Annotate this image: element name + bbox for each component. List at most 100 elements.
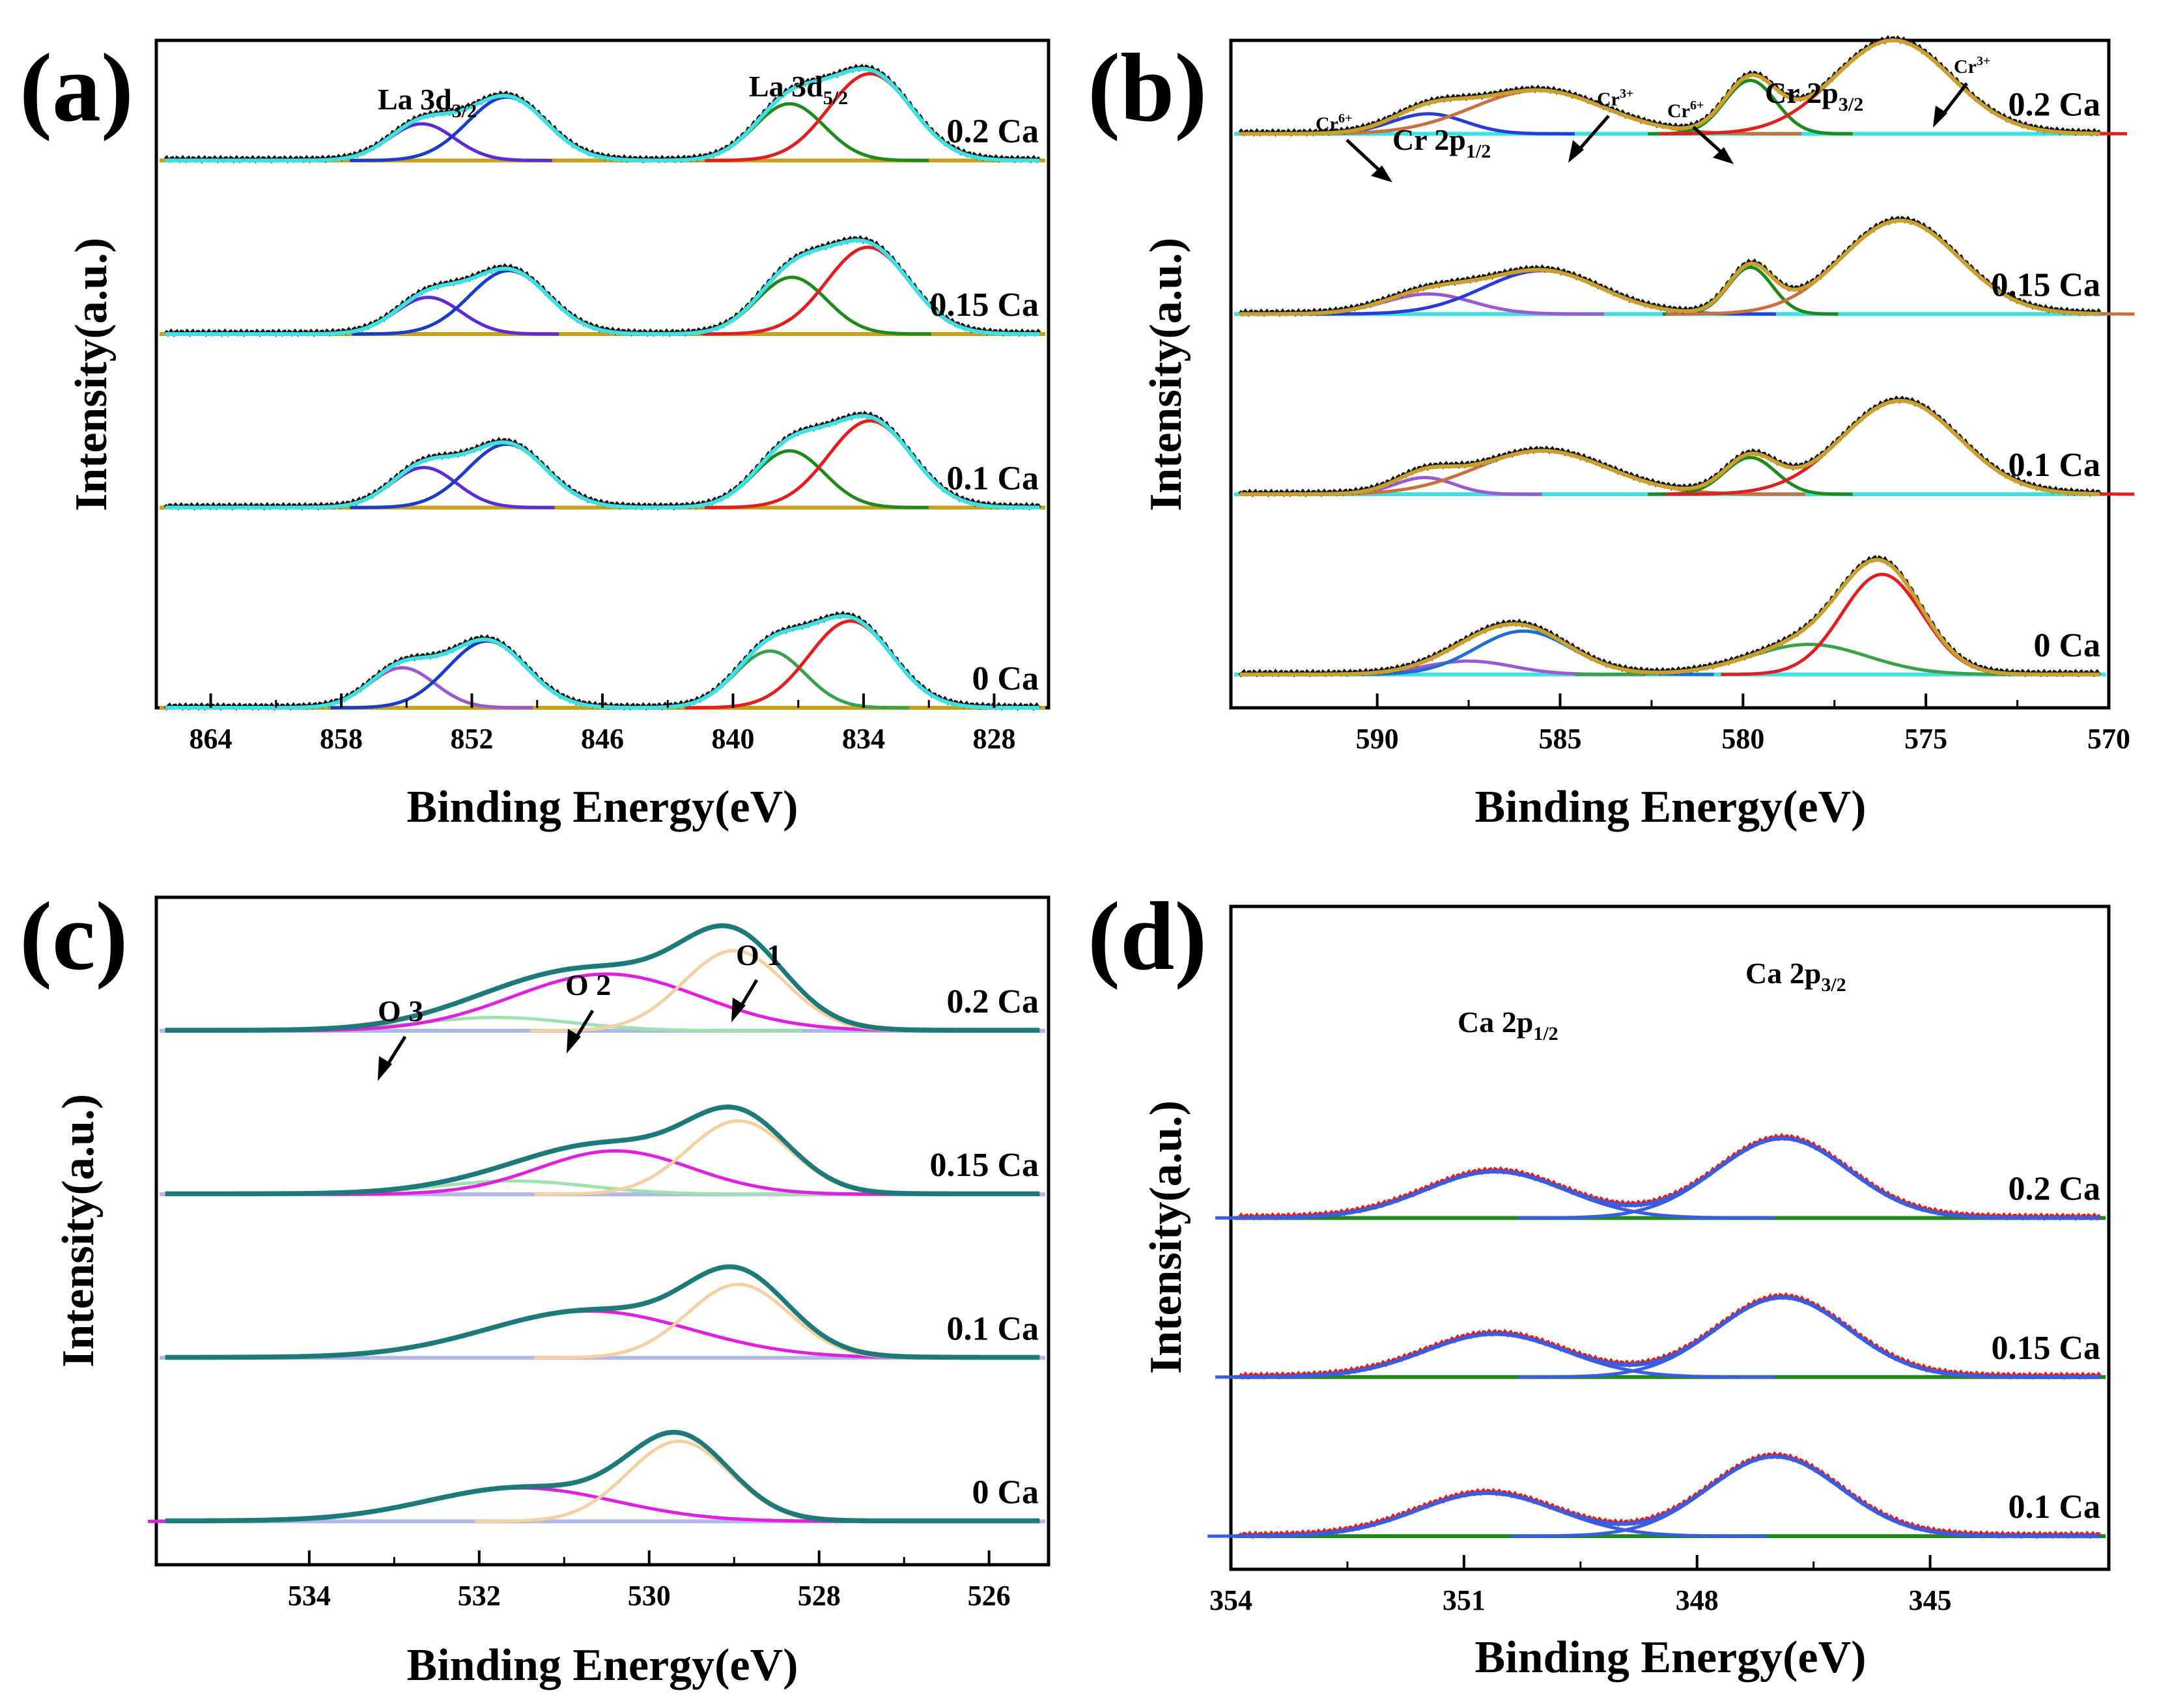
- annotation-la3d32: La 3d3/2: [378, 83, 477, 122]
- x-tick-label: 528: [798, 1580, 841, 1612]
- fit-envelope-line: [165, 66, 1040, 163]
- fit-envelope-line: [165, 238, 1040, 336]
- panel-label-a: (a): [20, 34, 134, 142]
- arrowhead-cr3plus-2: [1933, 105, 1947, 128]
- component-peak: [233, 972, 981, 1033]
- annotation-o1: O 1: [736, 938, 782, 972]
- x-ticks-b: 590 585 580 575 570: [1356, 693, 2130, 755]
- raw-spectrum-line: [1238, 555, 2101, 678]
- x-tick-label: 590: [1356, 723, 1399, 755]
- panel-b: (b) 590 585 580 575 570 0.2 Ca0.15 Ca0.1 Ca0…: [1088, 34, 2135, 832]
- fit-envelope-line: [1239, 1295, 2100, 1379]
- component-peak: [630, 649, 910, 710]
- annotation-cr6plus-1: Cr6+: [1316, 111, 1352, 135]
- annotation-la3d52: La 3d5/2: [749, 70, 848, 109]
- fit-envelope-line: [1239, 1454, 2100, 1539]
- fit-envelope-line: [1239, 399, 2100, 496]
- x-ticks-a: 864 858 852 846 840 834 828: [190, 693, 1015, 755]
- x-tick-label: 354: [1209, 1584, 1252, 1616]
- fit-envelope-line: [165, 413, 1040, 510]
- component-peak: [1518, 1136, 2047, 1220]
- arrowhead-o1: [731, 998, 746, 1022]
- fit-envelope-line: [165, 924, 1040, 1033]
- y-axis-label-d: Intensity(a.u.): [1141, 1100, 1191, 1374]
- x-tick-label: 846: [581, 723, 624, 755]
- annotation-cr6plus-2: Cr6+: [1667, 98, 1704, 122]
- x-axis-label-c: Binding Energy(eV): [407, 1640, 798, 1690]
- component-peak: [298, 296, 559, 336]
- panel-label-d: (d): [1088, 882, 1207, 990]
- arrowhead-o3: [378, 1056, 392, 1081]
- x-tick-label: 858: [320, 723, 363, 755]
- series-labels-b: 0.2 Ca 0.15 Ca 0.1 Ca 0 Ca: [1991, 87, 2100, 664]
- raw-spectrum-line: [1239, 1292, 2102, 1380]
- component-peak: [650, 449, 929, 509]
- fit-envelope-line: [1239, 218, 2100, 316]
- fit-envelope-line: [1239, 1136, 2100, 1220]
- x-tick-label: 526: [968, 1580, 1011, 1612]
- y-axis-label-b: Intensity(a.u.): [1141, 238, 1191, 511]
- arrow-cr3plus-2: [1939, 82, 1968, 119]
- component-peak: [534, 1282, 942, 1360]
- component-peak: [182, 1309, 998, 1360]
- series-labels-d: 0.2 Ca 0.15 Ca 0.1 Ca: [1991, 1170, 2100, 1526]
- x-ticks-d: 354 351 348 345: [1209, 1555, 1952, 1616]
- series-label: 0.2 Ca: [946, 983, 1039, 1020]
- x-tick-label: 834: [842, 723, 885, 755]
- raw-spectrum-line: [1238, 1132, 2101, 1222]
- panel-label-b: (b): [1088, 34, 1207, 142]
- y-axis-label-c: Intensity(a.u.): [53, 1094, 104, 1367]
- series-label: 0.2 Ca: [946, 113, 1039, 150]
- series-label: 0 Ca: [972, 1474, 1039, 1511]
- panel-a: (a) 864 858 852 846 840 834 828 0.2 Ca0.15 Ca0…: [20, 34, 1050, 832]
- annotation-o3: O 3: [378, 994, 423, 1028]
- series-label: 0.1 Ca: [946, 1310, 1039, 1347]
- raw-spectrum-line: [165, 1429, 1040, 1522]
- arrowhead-cr6plus-2: [1713, 147, 1734, 164]
- series-label: 0.15 Ca: [929, 1147, 1039, 1184]
- arrow-cr3plus-1: [1575, 115, 1610, 154]
- component-peak: [650, 102, 929, 162]
- component-peak: [1207, 1491, 1768, 1538]
- x-axis-label-b: Binding Energy(eV): [1475, 782, 1867, 832]
- raw-spectrum-line: [1238, 395, 2102, 497]
- series-label: 0.2 Ca: [2008, 87, 2100, 124]
- x-axis-label-d: Binding Energy(eV): [1475, 1632, 1867, 1683]
- series-label: 0.15 Ca: [929, 287, 1039, 324]
- annotation-cr2p12: Cr 2p1/2: [1392, 123, 1491, 162]
- series-label: 0.1 Ca: [2008, 1489, 2100, 1526]
- component-peak: [352, 269, 666, 336]
- x-tick-label: 530: [628, 1580, 671, 1612]
- x-tick-label: 351: [1443, 1584, 1486, 1616]
- x-tick-label: 864: [190, 723, 233, 755]
- arrowhead-cr3plus-1: [1568, 140, 1584, 163]
- x-tick-label: 828: [972, 723, 1015, 755]
- fit-envelope-line: [165, 1431, 1040, 1524]
- raw-spectrum-line: [164, 234, 1041, 337]
- series-label: 0.1 Ca: [946, 460, 1039, 497]
- annotation-cr3plus-1: Cr3+: [1597, 87, 1633, 110]
- fit-envelope-line: [1239, 38, 2100, 136]
- x-tick-label: 345: [1909, 1584, 1952, 1616]
- panel-c: (c) 534 532 530 528 526 0.2 Ca0.15 Ca0.1 Ca0…: [20, 882, 1050, 1690]
- component-peak: [148, 1486, 896, 1523]
- curves-c: [148, 923, 1045, 1524]
- panel-label-c: (c): [20, 882, 128, 990]
- curves-d: [1207, 1132, 2106, 1539]
- curves-b: [1234, 35, 2135, 678]
- arrowhead-o2: [567, 1029, 581, 1054]
- raw-spectrum-line: [165, 1104, 1040, 1195]
- raw-spectrum-line: [163, 410, 1041, 511]
- fit-envelope-line: [1239, 557, 2100, 677]
- annotation-ca2p32: Ca 2p3/2: [1745, 957, 1846, 996]
- curves-a: [160, 63, 1045, 711]
- raw-spectrum-line: [1239, 216, 2102, 317]
- component-peak: [475, 1439, 883, 1523]
- fit-envelope-line: [165, 1265, 1040, 1360]
- series-labels-a: 0.2 Ca 0.15 Ca 0.1 Ca 0 Ca: [929, 113, 1039, 698]
- y-axis-label-a: Intensity(a.u.): [66, 238, 117, 511]
- arrow-cr6plus-1: [1346, 139, 1385, 176]
- component-peak: [1662, 266, 1839, 316]
- component-peak: [309, 1149, 922, 1196]
